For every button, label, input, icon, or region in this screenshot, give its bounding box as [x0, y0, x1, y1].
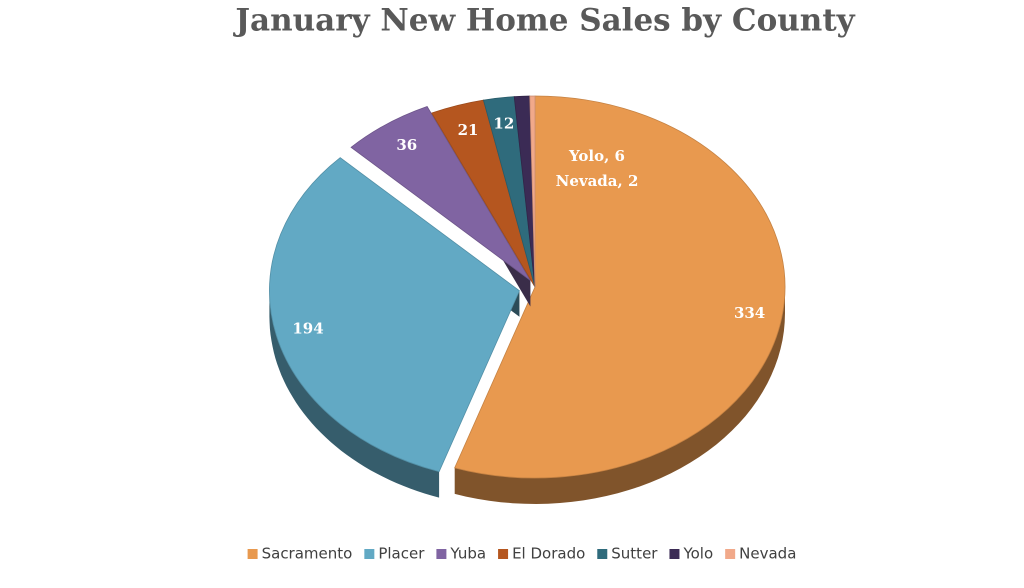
data-label: Yolo, 6 — [568, 147, 625, 165]
data-label: 36 — [396, 136, 417, 154]
data-label: Nevada, 2 — [556, 172, 639, 190]
data-label: 21 — [458, 121, 479, 139]
slice-top — [269, 157, 520, 473]
data-label: 12 — [493, 114, 514, 132]
legend-swatch — [247, 549, 258, 559]
slice-side — [454, 287, 785, 504]
legend-item: Nevada — [725, 545, 796, 563]
data-label: 334 — [734, 304, 765, 322]
chart-title: January New Home Sales by County — [232, 3, 855, 39]
legend-item: El Dorado — [498, 545, 585, 563]
legend-swatch — [725, 549, 736, 559]
data-label: 194 — [292, 320, 323, 338]
legend-item: Sutter — [597, 545, 658, 563]
slice-top — [454, 95, 786, 479]
legend-item: Yuba — [436, 545, 486, 563]
legend-item: Sacramento — [247, 545, 353, 563]
legend-swatch — [364, 549, 375, 559]
slice — [350, 106, 531, 307]
legend-swatch — [669, 549, 680, 559]
slice — [454, 95, 786, 504]
slice — [269, 157, 520, 498]
legend-label: Sacramento — [262, 545, 353, 563]
legend-label: Yolo — [682, 545, 713, 563]
legend-item: Yolo — [669, 545, 713, 563]
legend-label: Yuba — [449, 545, 486, 563]
legend-swatch — [498, 549, 509, 559]
legend-label: Nevada — [739, 545, 796, 563]
legend-item: Placer — [364, 545, 425, 563]
slice-top — [529, 95, 536, 288]
legend-swatch — [597, 549, 608, 559]
slice — [529, 95, 536, 288]
legend-swatch — [436, 549, 447, 559]
slice-top — [350, 106, 531, 281]
legend-label: El Dorado — [512, 545, 585, 563]
slice-side — [269, 290, 440, 498]
legend-label: Placer — [378, 545, 425, 563]
legend-label: Sutter — [611, 545, 658, 563]
